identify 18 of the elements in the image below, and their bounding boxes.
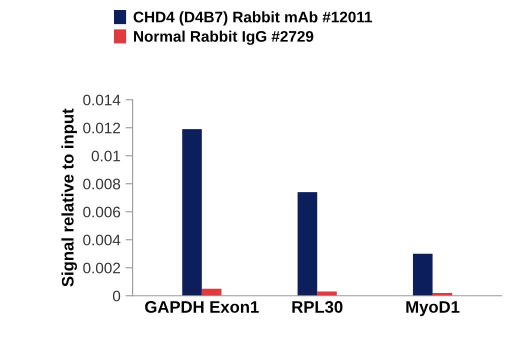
y-tick-label: 0.01 bbox=[92, 150, 120, 162]
x-tick-label: RPL30 bbox=[292, 301, 342, 313]
y-tick-label: 0.008 bbox=[83, 178, 120, 190]
x-tick-label: GAPDH Exon1 bbox=[145, 301, 259, 313]
legend-label: CHD4 (D4B7) Rabbit mAb #12011 bbox=[134, 11, 372, 26]
y-tick-label: 0 bbox=[112, 290, 120, 302]
y-tick-label: 0.014 bbox=[83, 94, 120, 106]
legend-label: Normal Rabbit IgG #2729 bbox=[134, 30, 314, 45]
bar bbox=[298, 192, 318, 296]
y-tick-label: 0.002 bbox=[83, 262, 120, 274]
bar bbox=[182, 129, 202, 296]
y-tick-label: 0.004 bbox=[83, 234, 120, 246]
y-axis-title: Signal relative to input bbox=[61, 108, 78, 287]
bar bbox=[202, 288, 222, 296]
bar bbox=[412, 254, 433, 296]
y-tick-label: 0.012 bbox=[83, 122, 120, 134]
x-tick-label: MyoD1 bbox=[406, 301, 460, 316]
y-tick-label: 0.006 bbox=[83, 206, 120, 218]
